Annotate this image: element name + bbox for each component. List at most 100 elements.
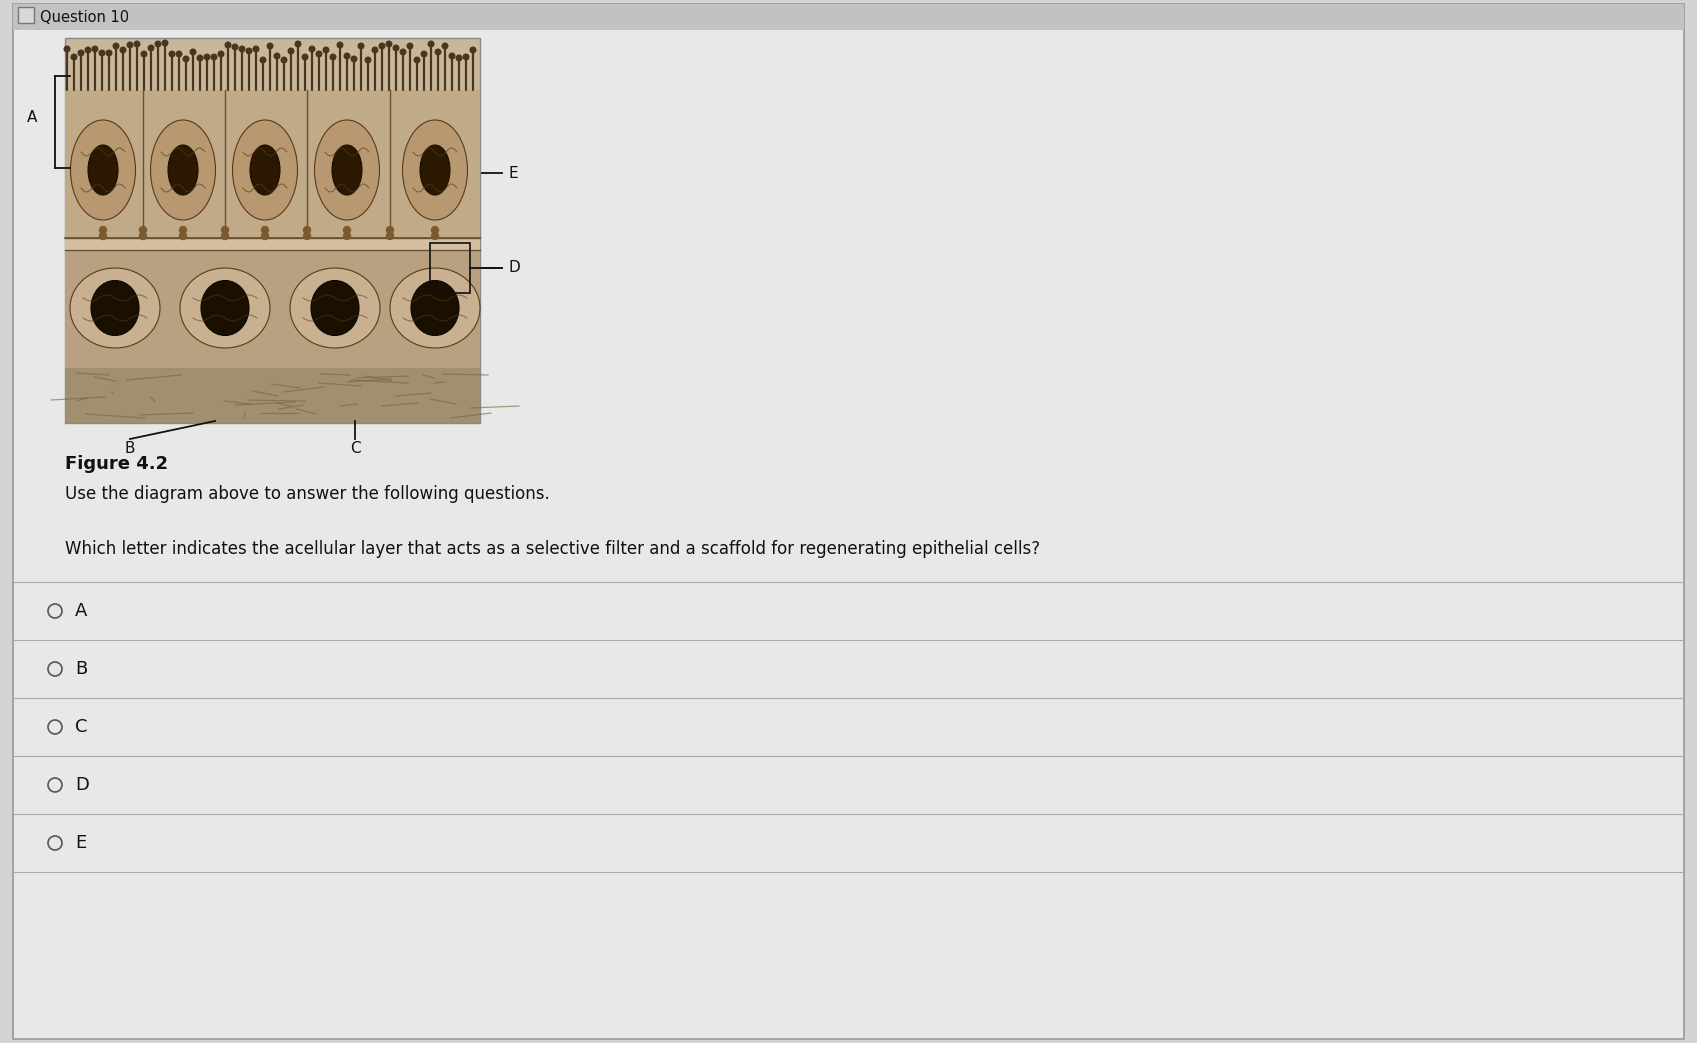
Circle shape [431, 233, 438, 240]
Circle shape [253, 46, 260, 52]
Circle shape [322, 47, 329, 53]
Circle shape [443, 43, 448, 49]
Circle shape [78, 50, 83, 55]
Circle shape [431, 226, 438, 234]
Circle shape [176, 51, 182, 56]
Ellipse shape [232, 120, 297, 220]
Circle shape [183, 56, 188, 62]
Circle shape [134, 42, 139, 47]
Circle shape [282, 57, 287, 63]
Circle shape [100, 233, 107, 240]
Circle shape [85, 47, 92, 53]
Ellipse shape [333, 145, 361, 195]
Circle shape [170, 51, 175, 56]
Circle shape [387, 233, 394, 240]
FancyBboxPatch shape [64, 238, 480, 250]
Circle shape [463, 54, 468, 59]
Circle shape [450, 53, 455, 58]
Circle shape [154, 42, 161, 47]
FancyBboxPatch shape [19, 7, 34, 23]
Circle shape [71, 54, 76, 59]
Circle shape [309, 46, 316, 52]
Circle shape [387, 226, 394, 234]
Text: Figure 4.2: Figure 4.2 [64, 455, 168, 472]
Circle shape [64, 46, 70, 52]
Circle shape [295, 42, 300, 47]
Circle shape [400, 49, 406, 55]
Circle shape [288, 48, 294, 54]
Circle shape [127, 42, 132, 48]
Text: B: B [126, 441, 136, 456]
Ellipse shape [402, 120, 467, 220]
Circle shape [414, 57, 419, 63]
Circle shape [180, 233, 187, 240]
Circle shape [260, 57, 266, 63]
Text: D: D [75, 776, 88, 794]
Circle shape [92, 46, 98, 52]
Circle shape [407, 43, 412, 49]
Circle shape [210, 54, 217, 59]
Circle shape [331, 54, 336, 59]
Ellipse shape [290, 268, 380, 348]
Ellipse shape [311, 281, 360, 336]
Text: Use the diagram above to answer the following questions.: Use the diagram above to answer the foll… [64, 485, 550, 503]
Ellipse shape [180, 268, 270, 348]
Circle shape [190, 49, 195, 55]
Circle shape [470, 47, 475, 53]
Circle shape [302, 54, 307, 59]
Circle shape [261, 233, 268, 240]
Ellipse shape [314, 120, 380, 220]
Circle shape [197, 55, 204, 60]
Circle shape [180, 226, 187, 234]
Circle shape [275, 53, 280, 58]
Circle shape [428, 42, 434, 47]
Circle shape [372, 47, 378, 53]
Circle shape [456, 55, 462, 60]
Circle shape [304, 226, 311, 234]
Ellipse shape [200, 281, 249, 336]
Ellipse shape [71, 120, 136, 220]
FancyBboxPatch shape [14, 4, 1683, 1039]
Circle shape [239, 46, 244, 52]
Ellipse shape [249, 145, 280, 195]
Text: E: E [507, 166, 518, 180]
Text: Which letter indicates the acellular layer that acts as a selective filter and a: Which letter indicates the acellular lay… [64, 540, 1040, 558]
Ellipse shape [411, 281, 458, 336]
Ellipse shape [419, 145, 450, 195]
Circle shape [343, 226, 351, 234]
Circle shape [246, 48, 251, 54]
Circle shape [139, 226, 146, 234]
Text: B: B [75, 660, 87, 678]
Text: C: C [350, 441, 360, 456]
FancyBboxPatch shape [14, 4, 1683, 30]
Circle shape [261, 226, 268, 234]
Circle shape [421, 51, 428, 56]
Circle shape [338, 42, 343, 48]
Circle shape [163, 41, 168, 46]
Text: C: C [75, 718, 88, 736]
Circle shape [120, 47, 126, 53]
Circle shape [387, 42, 392, 47]
Ellipse shape [70, 268, 160, 348]
Circle shape [222, 233, 229, 240]
Circle shape [316, 51, 322, 56]
Text: D: D [507, 261, 519, 275]
Text: E: E [75, 834, 87, 852]
Circle shape [204, 54, 210, 59]
Circle shape [365, 57, 372, 63]
Circle shape [358, 43, 363, 49]
FancyBboxPatch shape [64, 250, 480, 368]
FancyBboxPatch shape [64, 368, 480, 423]
Ellipse shape [151, 120, 216, 220]
Circle shape [351, 56, 356, 62]
Circle shape [344, 53, 350, 58]
Ellipse shape [390, 268, 480, 348]
FancyBboxPatch shape [64, 90, 480, 238]
Text: Question 10: Question 10 [41, 10, 129, 25]
Ellipse shape [88, 145, 119, 195]
Circle shape [394, 45, 399, 51]
Circle shape [232, 44, 238, 50]
Ellipse shape [92, 281, 139, 336]
FancyBboxPatch shape [64, 38, 480, 423]
Text: A: A [27, 110, 37, 124]
